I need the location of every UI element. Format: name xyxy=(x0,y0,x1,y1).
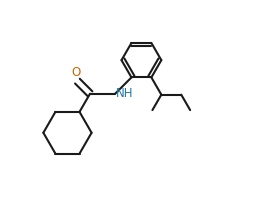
Text: O: O xyxy=(72,66,81,79)
Text: NH: NH xyxy=(116,87,134,100)
